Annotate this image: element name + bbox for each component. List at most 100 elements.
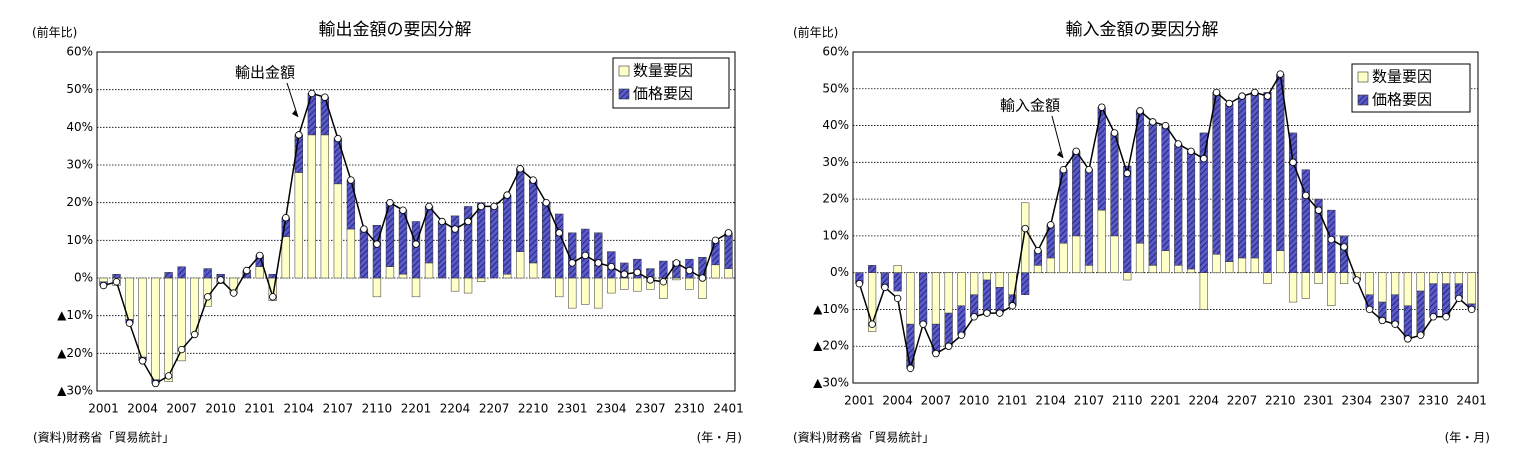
y-tick-label: ▲20% [57, 346, 93, 360]
bar [489, 206, 499, 279]
legend-label: 数量要因 [633, 62, 693, 80]
line-marker [1072, 147, 1080, 155]
bar [1288, 272, 1298, 303]
x-tick-label: 2007 [921, 394, 952, 408]
line-marker [1238, 92, 1246, 100]
bar [385, 266, 395, 279]
line-marker [438, 217, 446, 226]
line-marker [594, 259, 602, 267]
y-unit: (前年比) [32, 25, 77, 40]
line-marker [334, 134, 342, 143]
bar [1212, 92, 1221, 255]
bar [724, 268, 733, 279]
line-marker [1200, 154, 1208, 163]
bar [359, 228, 369, 279]
bar [1314, 272, 1323, 284]
line-marker [373, 240, 381, 248]
bar [411, 221, 421, 279]
legend-label: 価格要因 [633, 85, 693, 103]
line-marker [1251, 88, 1259, 97]
annotation-arrow [286, 82, 299, 118]
bar [398, 209, 408, 275]
line-marker [216, 276, 225, 284]
line-marker [868, 320, 876, 328]
bar [1110, 132, 1119, 237]
bar [555, 277, 564, 298]
x-tick-label: 2010 [205, 402, 236, 416]
bar [255, 266, 264, 279]
bar [516, 251, 525, 279]
bar [1250, 257, 1259, 273]
bar [1199, 272, 1208, 310]
bar [995, 272, 1004, 288]
legend-box [612, 57, 730, 109]
bar [177, 266, 186, 279]
bar [982, 279, 992, 314]
x-tick-label: 2201 [401, 402, 432, 416]
bar [620, 277, 629, 290]
line-marker [516, 165, 524, 173]
x-axis-label: (年・月) [697, 431, 742, 445]
line-marker [620, 270, 629, 278]
line-marker [1391, 320, 1399, 328]
line-marker [308, 89, 316, 98]
bar [203, 268, 212, 279]
line-marker [1378, 316, 1387, 325]
bar [1046, 257, 1055, 273]
bar [333, 183, 343, 279]
line-marker [957, 331, 966, 339]
line-marker [412, 240, 420, 248]
line-marker [1455, 294, 1463, 303]
x-tick-label: 2107 [1074, 394, 1105, 408]
y-tick-label: 40% [822, 118, 849, 132]
line-marker [203, 293, 212, 301]
bar [1467, 272, 1476, 305]
line-marker [386, 198, 394, 207]
bar [1237, 257, 1247, 273]
line-marker [399, 206, 407, 214]
legend-box [1351, 63, 1471, 113]
bar [1161, 250, 1170, 273]
bar [607, 277, 616, 294]
line-marker [490, 202, 498, 211]
bar [620, 262, 629, 279]
line-marker [711, 236, 720, 245]
x-tick-label: 2304 [596, 402, 627, 416]
line-marker [151, 379, 160, 388]
bar [1059, 242, 1068, 273]
bar [1110, 235, 1119, 273]
bar [372, 277, 382, 298]
x-tick-label: 2204 [440, 402, 471, 416]
bar [320, 134, 330, 279]
bar [1339, 235, 1349, 273]
y-tick-label: 50% [822, 81, 849, 95]
bar [1276, 250, 1285, 273]
line-marker [243, 266, 251, 275]
bar [1365, 272, 1374, 295]
line-marker [99, 281, 108, 290]
line-marker [659, 278, 668, 286]
line-marker [464, 217, 472, 226]
line-marker [1314, 206, 1323, 214]
bar [450, 277, 460, 292]
line-marker [1110, 129, 1119, 137]
bar [957, 272, 966, 307]
y-tick-label: 40% [66, 120, 93, 134]
bar [594, 277, 603, 309]
y-tick-label: 60% [822, 45, 849, 59]
y-tick-label: 60% [66, 45, 93, 59]
bar [1212, 254, 1221, 273]
bar [659, 260, 668, 279]
legend-swatch [1357, 71, 1369, 83]
arrow-head [292, 110, 298, 117]
line-marker [1302, 191, 1310, 200]
bar [931, 272, 940, 325]
bar [1148, 265, 1157, 273]
bar [164, 277, 173, 382]
bar [1416, 290, 1425, 336]
bar [529, 262, 538, 279]
bar [1033, 265, 1043, 273]
bar [424, 262, 434, 279]
x-tick-label: 2101 [244, 402, 275, 416]
line-marker [1467, 305, 1476, 314]
